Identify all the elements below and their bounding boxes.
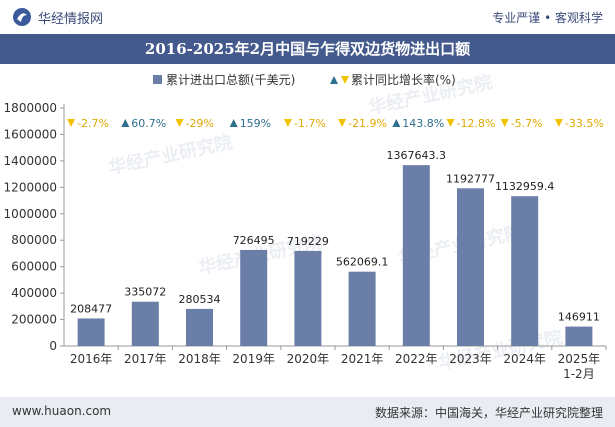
bar (348, 271, 376, 346)
x-tick-label: 2024年 (503, 352, 546, 366)
bar (457, 188, 484, 346)
x-tick-label: 2021年 (341, 352, 384, 366)
growth-rate-label: -12.8% (457, 117, 496, 130)
data-source: 数据来源：中国海关，华经产业研究院整理 (374, 406, 603, 420)
y-tick-label: 800000 (11, 233, 57, 247)
legend-up-triangle-icon (330, 76, 338, 84)
y-tick-label: 1000000 (4, 207, 57, 221)
chart-title: 2016-2025年2月中国与乍得双边货物进出口额 (144, 40, 471, 58)
growth-rate-label: -29% (186, 117, 214, 130)
legend-swatch-total (153, 75, 162, 84)
growth-rate-label: -33.5% (565, 117, 604, 130)
growth-up-marker (121, 119, 130, 127)
growth-rate-label: -21.9% (348, 117, 387, 130)
bar-value-label: 562069.1 (336, 256, 389, 269)
watermark-text: 华经产业研究院 (436, 326, 564, 374)
legend-label-total: 累计进出口总额(千美元) (166, 73, 295, 87)
y-tick-label: 0 (49, 339, 57, 353)
watermark-text: 华经产业研究院 (106, 131, 234, 179)
brand-name: 华经情报网 (38, 12, 104, 27)
bar (77, 318, 105, 346)
growth-down-marker (175, 119, 184, 127)
growth-up-marker (392, 119, 401, 127)
bar-value-label: 1367643.3 (387, 149, 447, 162)
bar (186, 308, 213, 346)
x-tick-label: 2023年 (449, 352, 492, 366)
x-tick-label: 2016年 (70, 352, 113, 366)
growth-rate-label: 143.8% (402, 117, 444, 130)
bar-value-label: 719229 (287, 235, 329, 248)
bar-value-label: 726495 (233, 234, 275, 247)
growth-rate-label: 60.7% (131, 117, 166, 130)
bar-value-label: 335072 (124, 286, 166, 299)
y-tick-label: 1600000 (4, 127, 57, 141)
growth-down-marker (67, 119, 76, 127)
bar-value-label: 280534 (179, 293, 221, 306)
bar-value-label: 1132959.4 (495, 180, 555, 193)
legend-down-triangle-icon (341, 76, 349, 84)
y-tick-label: 400000 (11, 286, 57, 300)
y-tick-label: 1800000 (4, 101, 57, 115)
bar (565, 326, 593, 346)
huajing-logo-icon (13, 8, 31, 26)
x-tick-label: 2022年 (395, 352, 438, 366)
y-tick-label: 1400000 (4, 154, 57, 168)
bar-value-label: 208477 (70, 302, 112, 315)
growth-rate-label: -2.7% (77, 117, 109, 130)
legend-label-growth: 累计同比增长率(%) (351, 72, 456, 87)
bar-value-label: 1192777 (446, 172, 495, 185)
footer: www.huaon.com 数据来源：中国海关，华经产业研究院整理 (0, 397, 615, 427)
top-bar: 华经情报网 专业严谨 • 客观科学 (0, 0, 615, 34)
x-tick-label: 1-2月 (563, 367, 595, 381)
x-tick-label: 2025年 (558, 352, 601, 366)
growth-down-marker (338, 119, 347, 127)
growth-down-marker (554, 119, 563, 127)
growth-rate-label: 159% (240, 117, 271, 130)
growth-up-marker (229, 119, 238, 127)
x-tick-label: 2020年 (287, 352, 330, 366)
y-tick-label: 600000 (11, 260, 57, 274)
bar (511, 196, 539, 346)
growth-rate-label: -1.7% (294, 117, 326, 130)
growth-down-marker (283, 119, 292, 127)
x-tick-label: 2017年 (124, 352, 167, 366)
growth-down-marker (446, 119, 455, 127)
bar (402, 165, 430, 346)
y-tick-label: 1200000 (4, 180, 57, 194)
x-tick-label: 2019年 (232, 352, 275, 366)
bar (294, 250, 322, 346)
growth-rate-label: -5.7% (511, 117, 543, 130)
tagline: 专业严谨 • 客观科学 (492, 11, 603, 25)
x-tick-label: 2018年 (178, 352, 221, 366)
y-tick-label: 200000 (11, 313, 57, 327)
website-link[interactable]: www.huaon.com (12, 404, 112, 418)
bar (131, 301, 159, 346)
title-bar: 2016-2025年2月中国与乍得双边货物进出口额 (0, 34, 615, 64)
bar-value-label: 146911 (558, 311, 600, 324)
growth-down-marker (500, 119, 509, 127)
chart: 华经产业研究院华经产业研究院华经产业研究院华经产业研究院华经产业研究院累计进出口… (4, 71, 607, 381)
bar (240, 249, 268, 346)
